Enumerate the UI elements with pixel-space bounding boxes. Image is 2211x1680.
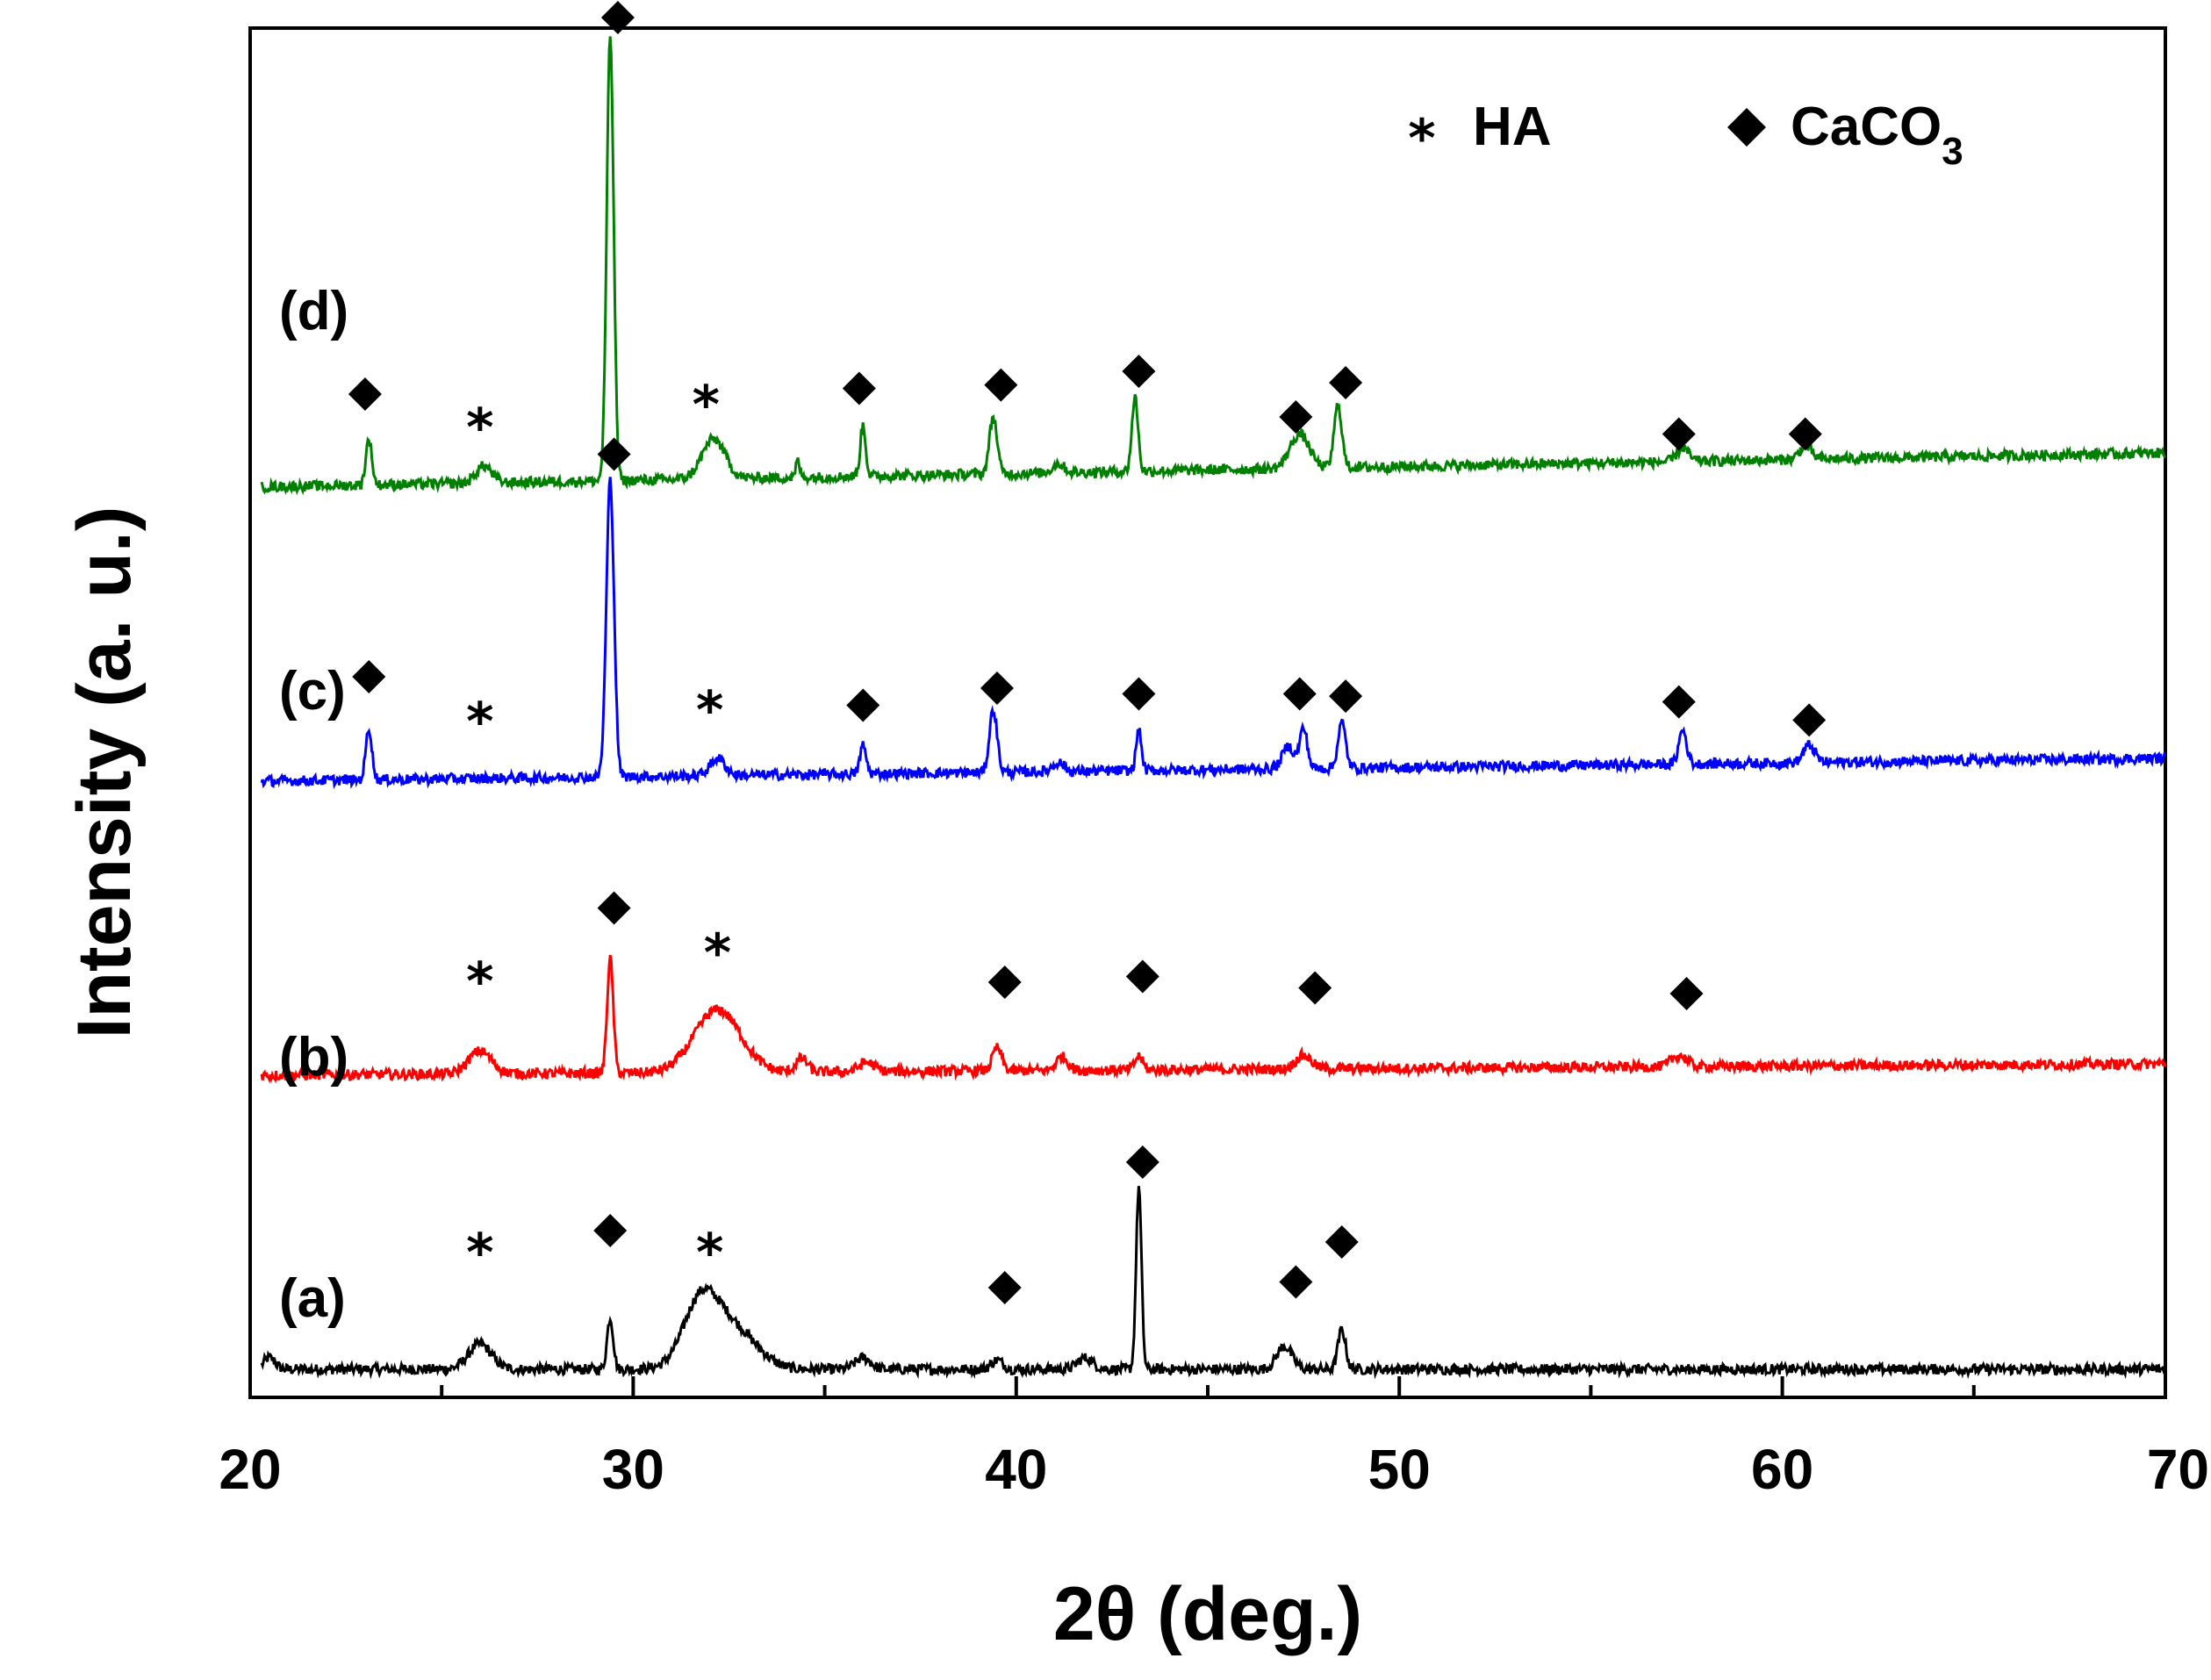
legend-caco3-label: CaCO3 [1791,97,1963,173]
plot-frame [248,26,2167,1399]
caco3-marker-2-7 [1282,677,1317,711]
caco3-marker-0-3 [987,1271,1022,1304]
ha-marker-0-0: * [466,1223,493,1284]
x-tick-label-20: 20 [219,1438,281,1501]
x-tick-label-50: 50 [1368,1438,1431,1501]
ha-marker-1-0: * [466,951,493,1013]
series-line-c [260,477,2167,790]
caco3-marker-2-2 [597,437,631,471]
legend-ha-symbol: * [1408,108,1435,169]
caco3-marker-0-6 [1324,1225,1359,1259]
caco3-marker-3-4 [842,371,876,406]
x-tick-label-40: 40 [985,1438,1047,1501]
caco3-marker-1-6 [1669,977,1704,1010]
ha-marker-2-1: * [466,692,493,753]
caco3-marker-1-5 [1298,971,1332,1005]
series-line-b [260,954,2167,1084]
series-label-b: (b) [279,1027,348,1088]
series-label-d: (d) [279,281,348,341]
caco3-marker-3-10 [1788,417,1822,451]
legend-ha-label: HA [1473,97,1552,157]
x-tick-label-30: 30 [602,1438,664,1501]
caco3-marker-3-6 [1122,355,1156,388]
caco3-marker-2-4 [846,688,880,722]
caco3-marker-3-2 [600,1,635,34]
ha-marker-3-3: * [693,375,720,436]
caco3-marker-0-1 [593,1214,628,1247]
y-axis-label: Intensity (a. u.) [62,506,147,1039]
legend: * HA CaCO3 [1408,97,1963,173]
caco3-marker-3-8 [1329,366,1363,399]
caco3-marker-2-9 [1662,685,1696,719]
peak-markers: * * * * * * * * [348,1,1827,1304]
series-layer [260,36,2167,1380]
ha-marker-1-2: * [704,923,731,984]
caco3-marker-3-0 [348,377,382,411]
series-label-a: (a) [279,1268,346,1329]
caco3-marker-2-8 [1329,679,1363,714]
caco3-marker-3-5 [984,368,1018,402]
caco3-marker-3-7 [1279,400,1313,434]
caco3-marker-1-3 [987,966,1022,999]
caco3-marker-1-1 [597,891,631,925]
caco3-marker-2-10 [1792,703,1827,737]
caco3-marker-1-4 [1125,959,1159,994]
x-axis: 20 30 40 50 60 70 [219,1376,2209,1501]
legend-caco3-symbol [1727,108,1766,147]
caco3-marker-2-5 [980,671,1014,705]
caco3-marker-0-5 [1279,1265,1313,1299]
ha-marker-2-3: * [696,680,723,742]
series-line-d [260,36,2167,496]
ha-marker-3-1: * [466,398,493,459]
x-axis-label: 2θ (deg.) [1053,1572,1362,1656]
x-tick-label-70: 70 [2147,1438,2209,1501]
caco3-marker-3-9 [1662,417,1696,451]
series-label-c: (c) [279,661,346,722]
caco3-marker-2-6 [1122,677,1156,711]
series-line-a [260,1186,2167,1380]
x-tick-label-60: 60 [1751,1438,1813,1501]
caco3-marker-0-4 [1125,1145,1159,1179]
caco3-marker-2-0 [352,660,386,693]
ha-marker-0-2: * [696,1223,723,1284]
